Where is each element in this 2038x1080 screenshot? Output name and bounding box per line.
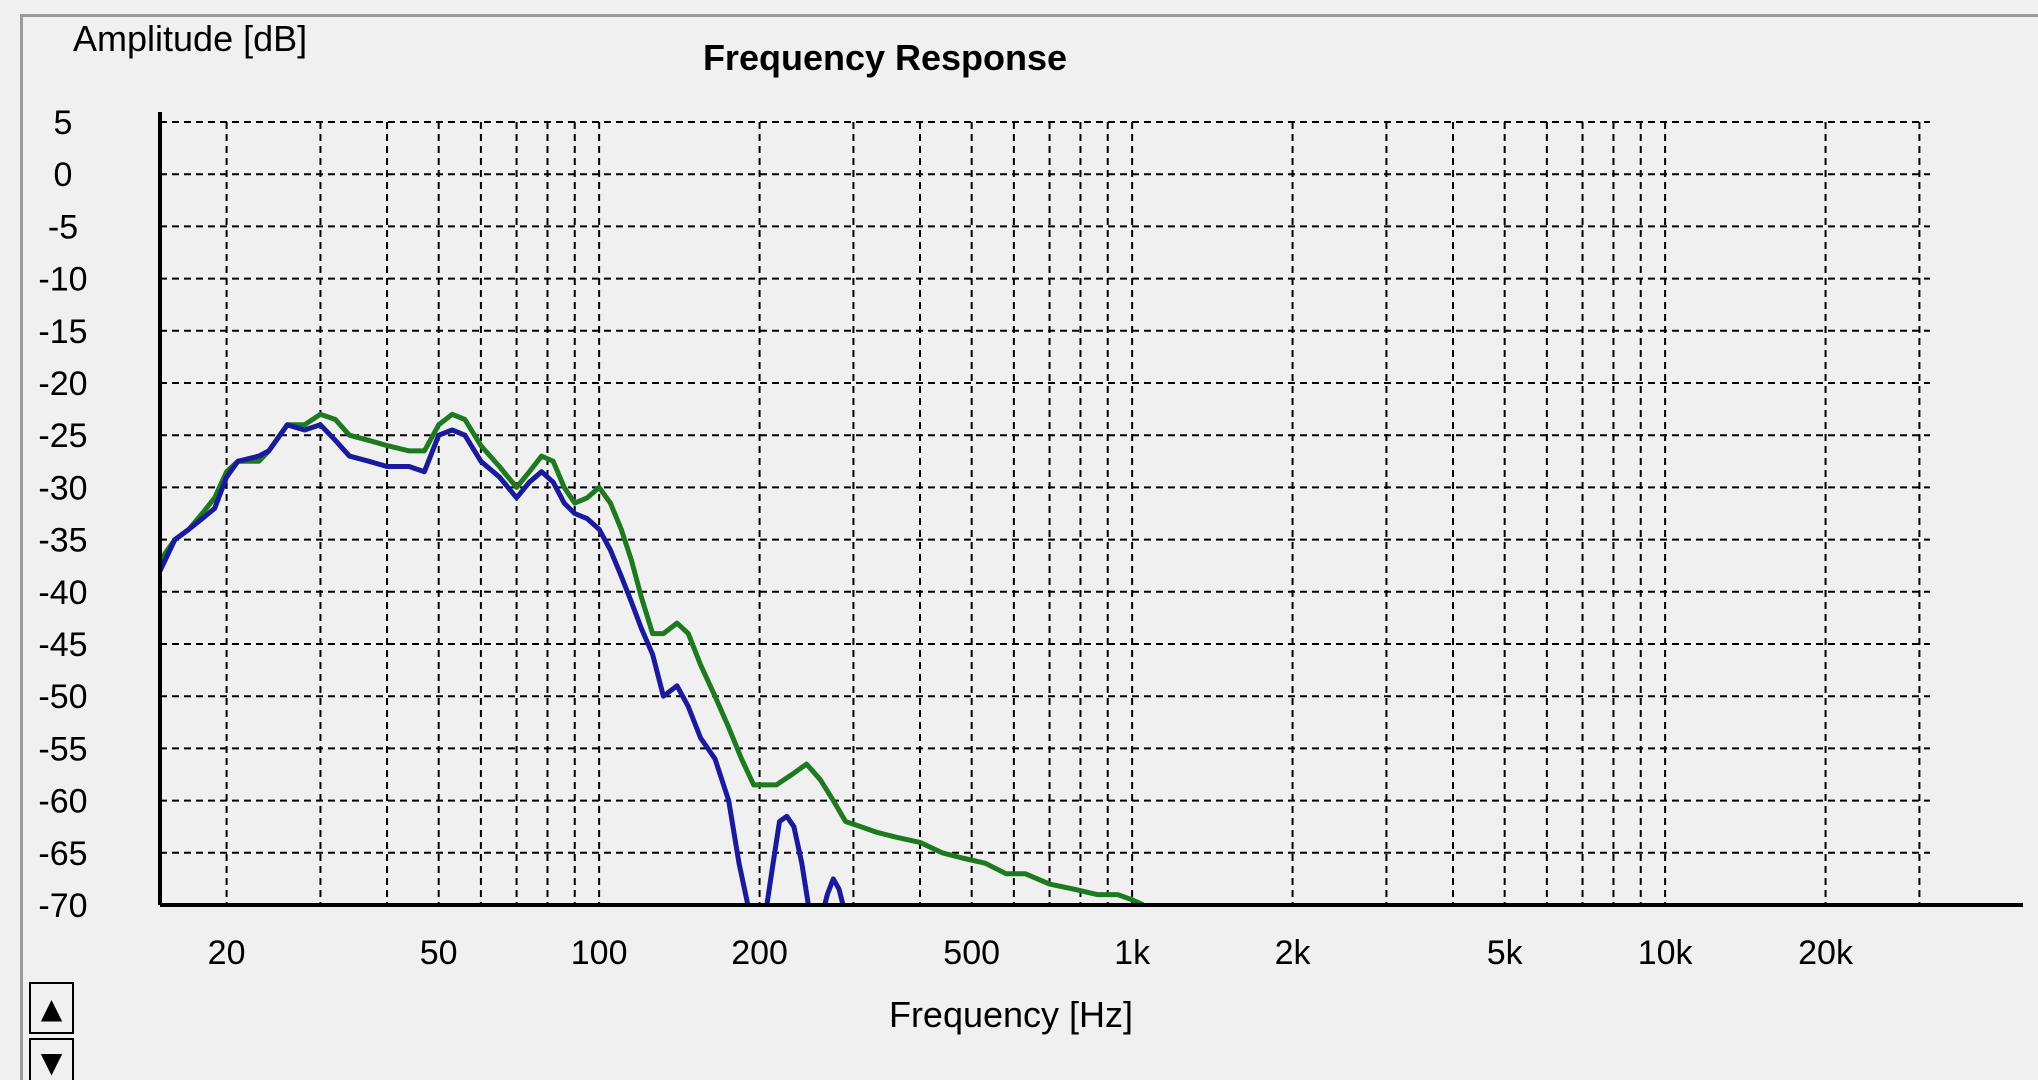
y-tick-label: -25: [38, 417, 87, 455]
y-tick-label: -55: [38, 730, 87, 768]
x-tick-label: 50: [420, 934, 458, 972]
series-line-2: [764, 813, 812, 905]
scroll-down-button[interactable]: ▼: [29, 1038, 74, 1080]
triangle-down-icon: ▼: [40, 1045, 63, 1079]
top-border: [0, 0, 2038, 17]
y-tick-label: -60: [38, 783, 87, 821]
x-tick-label: 1k: [1114, 934, 1151, 972]
series-line-1: [160, 422, 751, 905]
left-border: [0, 14, 23, 1080]
chart-title: Frequency Response: [703, 37, 1067, 78]
x-tick-label: 2k: [1275, 934, 1312, 972]
y-tick-label: -10: [38, 261, 87, 299]
chart-grid: [160, 121, 1930, 905]
x-axis-label: Frequency [Hz]: [889, 994, 1133, 1035]
x-tick-label: 500: [943, 934, 1000, 972]
y-tick-label: -40: [38, 574, 87, 612]
y-axis-label: Amplitude [dB]: [73, 18, 307, 59]
y-tick-label: 5: [54, 104, 73, 142]
chart-axes: [158, 112, 2023, 907]
series-line-3: [822, 876, 846, 905]
y-tick-label: -35: [38, 522, 87, 560]
y-tick-label: -50: [38, 678, 87, 716]
y-tick-labels: 5 0 -5 -10 -15 -20 -25 -30 -35 -40 -45 -50 -55 -60 -65…: [38, 104, 87, 925]
frequency-response-chart: 50-5-10-15-20-25-30-35-40-45-50-55-60-65…: [38, 18, 2023, 1035]
y-tick-label: -30: [38, 469, 87, 507]
x-tick-label: 20: [208, 934, 246, 972]
triangle-up-icon: ▲: [40, 991, 63, 1025]
y-tick-label: -15: [38, 313, 87, 351]
chart-series: [160, 411, 1145, 905]
x-tick-label: 20k: [1798, 934, 1854, 972]
y-tick-label: 0: [54, 156, 73, 194]
y-tick-label: -65: [38, 835, 87, 873]
series-line-0: [160, 411, 1145, 905]
x-tick-label: 5k: [1487, 934, 1524, 972]
y-tick-label: -5: [48, 208, 78, 246]
x-tick-label: 200: [731, 934, 788, 972]
x-tick-labels: 20 50 100 200 500 1k 2k 5k 10k 20k: [208, 934, 1854, 972]
y-tick-label: -20: [38, 365, 87, 403]
scroll-up-button[interactable]: ▲: [29, 982, 74, 1034]
x-tick-label: 100: [571, 934, 628, 972]
x-tick-label: 10k: [1638, 934, 1694, 972]
y-tick-label: -70: [38, 887, 87, 925]
y-tick-label: -45: [38, 626, 87, 664]
